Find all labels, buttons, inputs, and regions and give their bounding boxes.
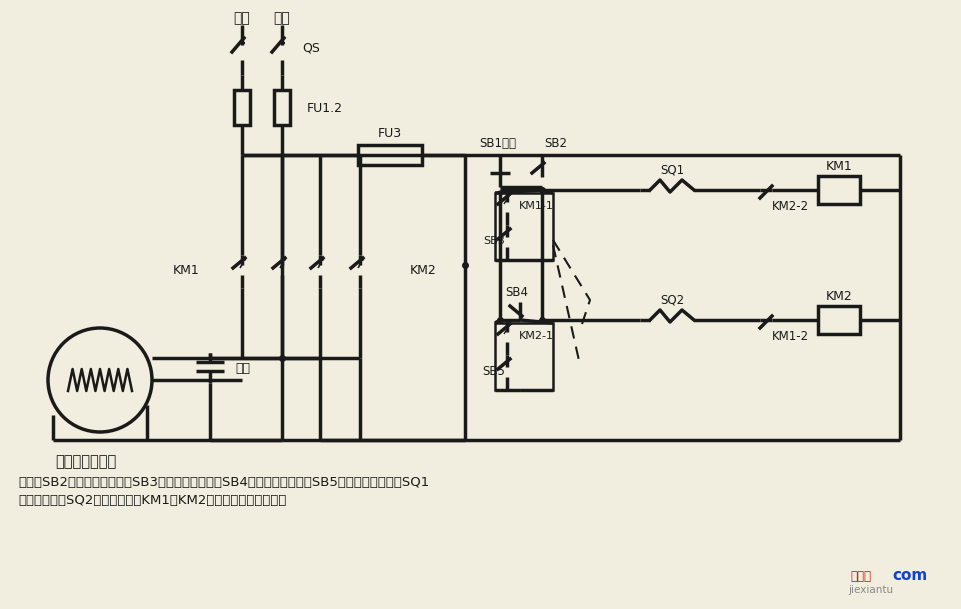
Bar [274, 90, 289, 125]
Bar [495, 193, 553, 260]
Text: SB4: SB4 [505, 286, 528, 298]
Text: SQ2: SQ2 [659, 294, 683, 306]
Text: 单相电容电动机: 单相电容电动机 [55, 454, 116, 470]
Text: FU3: FU3 [378, 127, 402, 139]
Text: SB2: SB2 [543, 136, 566, 149]
Text: QS: QS [302, 41, 320, 54]
Text: KM1: KM1 [173, 264, 200, 276]
Text: KM2-2: KM2-2 [771, 200, 808, 213]
Text: KM1: KM1 [825, 160, 851, 172]
Text: 电容: 电容 [234, 362, 250, 375]
Text: KM2: KM2 [825, 289, 851, 303]
Text: 说明：SB2为上升启动按鈕，SB3为上升点动按鈕，SB4为下降启动按鈕，SB5为下降点动按鈕；SQ1: 说明：SB2为上升启动按鈕，SB3为上升点动按鈕，SB4为下降启动按鈕，SB5为… [18, 476, 429, 488]
Text: SB5: SB5 [481, 365, 505, 378]
Text: SB1停止: SB1停止 [479, 136, 516, 149]
Bar [817, 306, 859, 334]
Bar [357, 145, 422, 165]
Text: com: com [891, 568, 926, 583]
Text: KM1-2: KM1-2 [771, 329, 808, 342]
Text: 火线: 火线 [234, 11, 250, 25]
Text: FU1.2: FU1.2 [307, 102, 343, 114]
Text: jiexiantu: jiexiantu [847, 585, 892, 595]
Bar [817, 176, 859, 204]
Text: SB3: SB3 [482, 236, 505, 246]
Text: 接线图: 接线图 [850, 569, 870, 582]
Text: KM2: KM2 [409, 264, 436, 276]
Text: KM2-1: KM2-1 [519, 331, 554, 341]
Bar [495, 323, 553, 390]
Text: SQ1: SQ1 [659, 163, 683, 177]
Text: 为最高限位，SQ2为最低限位。KM1、KM2可用中间继电器代替。: 为最高限位，SQ2为最低限位。KM1、KM2可用中间继电器代替。 [18, 493, 286, 507]
Bar [234, 90, 250, 125]
Text: KM1-1: KM1-1 [519, 201, 554, 211]
Text: 零线: 零线 [273, 11, 290, 25]
